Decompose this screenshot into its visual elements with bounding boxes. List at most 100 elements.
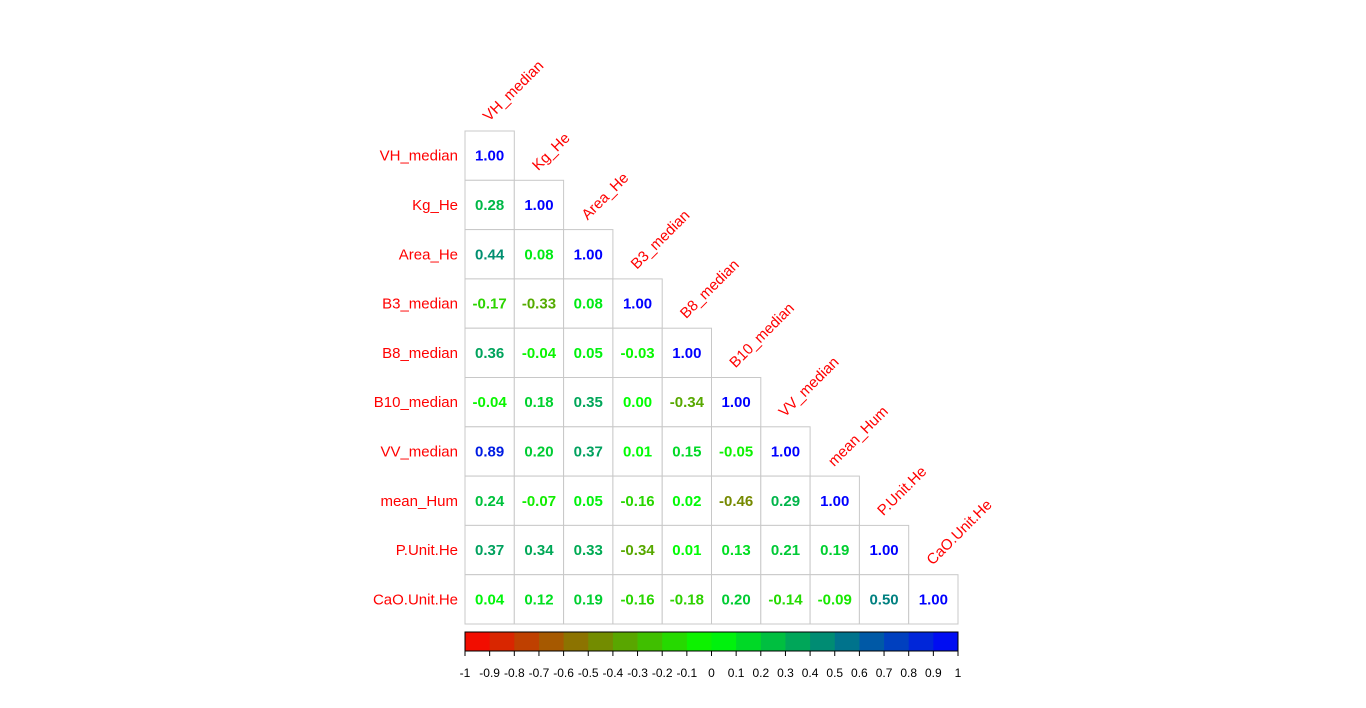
cell-value-8-1: 0.34 bbox=[524, 542, 554, 559]
column-label-2: Area_He bbox=[578, 170, 632, 224]
cell-value-9-9: 1.00 bbox=[919, 591, 948, 608]
column-label-7: mean_Hum bbox=[825, 403, 892, 470]
cell-value-4-3: -0.03 bbox=[620, 345, 654, 362]
cell-value-2-1: 0.08 bbox=[524, 246, 553, 263]
cell-value-8-4: 0.01 bbox=[672, 542, 701, 559]
cell-value-6-3: 0.01 bbox=[623, 443, 652, 460]
cell-7-2 bbox=[563, 475, 614, 526]
cell-value-3-2: 0.08 bbox=[574, 296, 603, 313]
cell-5-4 bbox=[661, 377, 713, 428]
legend-tick-label-2: -0.8 bbox=[504, 666, 525, 680]
legend-tick-label-1: -0.9 bbox=[479, 666, 500, 680]
legend-tick-label-9: -0.1 bbox=[677, 666, 698, 680]
cell-3-3 bbox=[612, 278, 663, 329]
legend-swatch-4 bbox=[563, 632, 589, 651]
legend-swatch-8 bbox=[662, 632, 688, 651]
column-label-0: VH_median bbox=[480, 57, 547, 124]
cell-1-0 bbox=[464, 179, 515, 231]
cell-1-1 bbox=[513, 179, 565, 231]
cell-value-5-2: 0.35 bbox=[574, 394, 603, 411]
cell-value-9-2: 0.19 bbox=[574, 591, 603, 608]
cell-value-9-6: -0.14 bbox=[768, 591, 803, 608]
row-label-2: Area_He bbox=[399, 246, 458, 263]
cell-5-5 bbox=[711, 377, 762, 428]
cell-9-2 bbox=[563, 574, 614, 625]
color-legend-ticks: -1 -0.9 -0.8 -0.7 -0.6 -0.5 -0.4 -0.3 -0.2 -0.1 0 0… bbox=[460, 651, 962, 680]
cell-value-9-3: -0.16 bbox=[620, 591, 654, 608]
cell-value-6-5: -0.05 bbox=[719, 443, 753, 460]
legend-swatch-10 bbox=[711, 632, 737, 651]
cell-value-5-0: -0.04 bbox=[473, 394, 508, 411]
cell-value-4-1: -0.04 bbox=[522, 345, 557, 362]
cell-value-8-7: 0.19 bbox=[820, 542, 849, 559]
row-label-0: VH_median bbox=[380, 148, 458, 165]
legend-tick-label-0: -1 bbox=[460, 666, 471, 680]
legend-swatch-2 bbox=[514, 632, 540, 651]
legend-swatch-6 bbox=[612, 632, 638, 651]
legend-tick-label-14: 0.4 bbox=[802, 666, 819, 680]
cell-value-6-1: 0.20 bbox=[524, 443, 553, 460]
legend-tick-label-5: -0.5 bbox=[578, 666, 599, 680]
row-label-3: B3_median bbox=[382, 296, 458, 313]
cell-5-1 bbox=[513, 377, 565, 428]
cell-8-3 bbox=[612, 524, 663, 576]
cell-2-2 bbox=[563, 229, 614, 280]
cell-9-4 bbox=[661, 574, 713, 625]
legend-tick-label-18: 0.8 bbox=[900, 666, 917, 680]
cell-8-0 bbox=[464, 524, 515, 576]
cell-value-9-1: 0.12 bbox=[524, 591, 553, 608]
column-label-6: VV_median bbox=[776, 354, 843, 421]
cell-7-0 bbox=[464, 475, 515, 526]
column-label-3: B3_median bbox=[628, 207, 694, 273]
legend-tick-label-4: -0.6 bbox=[553, 666, 574, 680]
row-label-9: CaO.Unit.He bbox=[373, 591, 458, 608]
legend-swatch-12 bbox=[760, 632, 786, 651]
column-label-5: B10_median bbox=[726, 300, 798, 372]
cell-value-9-4: -0.18 bbox=[670, 591, 704, 608]
cell-6-0 bbox=[464, 426, 515, 477]
color-legend-bar bbox=[464, 631, 959, 652]
legend-tick-label-20: 1 bbox=[955, 666, 962, 680]
cell-9-3 bbox=[612, 574, 663, 625]
row-label-4: B8_median bbox=[382, 345, 458, 362]
cell-value-8-0: 0.37 bbox=[475, 542, 504, 559]
cell-value-8-5: 0.13 bbox=[722, 542, 751, 559]
cell-5-3 bbox=[612, 377, 663, 428]
cell-value-7-5: -0.46 bbox=[719, 493, 753, 510]
cell-0-0 bbox=[464, 130, 515, 181]
row-label-5: B10_median bbox=[374, 394, 458, 411]
cell-value-6-4: 0.15 bbox=[672, 443, 701, 460]
cell-9-7 bbox=[809, 574, 860, 625]
cell-value-5-1: 0.18 bbox=[524, 394, 553, 411]
row-labels: VH_median Kg_He Area_He B3_median B8_median B… bbox=[373, 148, 458, 609]
legend-tick-label-10: 0 bbox=[708, 666, 715, 680]
legend-tick-label-8: -0.2 bbox=[652, 666, 673, 680]
legend-tick-label-12: 0.2 bbox=[752, 666, 769, 680]
legend-swatch-11 bbox=[736, 632, 762, 651]
cell-value-8-3: -0.34 bbox=[620, 542, 655, 559]
cell-4-1 bbox=[513, 327, 565, 379]
legend-swatch-17 bbox=[884, 632, 910, 651]
column-label-8: P.Unit.He bbox=[874, 463, 930, 519]
legend-swatch-14 bbox=[810, 632, 836, 651]
cell-9-0 bbox=[464, 574, 515, 625]
legend-swatch-9 bbox=[686, 632, 712, 651]
legend-tick-label-17: 0.7 bbox=[876, 666, 893, 680]
cell-5-0 bbox=[464, 377, 515, 428]
legend-tick-label-6: -0.4 bbox=[603, 666, 624, 680]
column-label-4: B8_median bbox=[677, 256, 743, 322]
cell-9-1 bbox=[513, 574, 565, 625]
cell-value-7-6: 0.29 bbox=[771, 493, 800, 510]
cell-value-5-4: -0.34 bbox=[670, 394, 705, 411]
cell-value-1-1: 1.00 bbox=[524, 197, 553, 214]
cell-5-2 bbox=[563, 377, 614, 428]
cell-6-1 bbox=[513, 426, 565, 477]
legend-tick-label-15: 0.5 bbox=[826, 666, 843, 680]
cell-8-2 bbox=[563, 524, 614, 576]
legend-swatch-5 bbox=[588, 632, 614, 651]
cell-6-5 bbox=[711, 426, 762, 477]
cell-8-5 bbox=[711, 524, 762, 576]
cell-value-7-4: 0.02 bbox=[672, 493, 701, 510]
legend-swatch-3 bbox=[538, 632, 564, 651]
